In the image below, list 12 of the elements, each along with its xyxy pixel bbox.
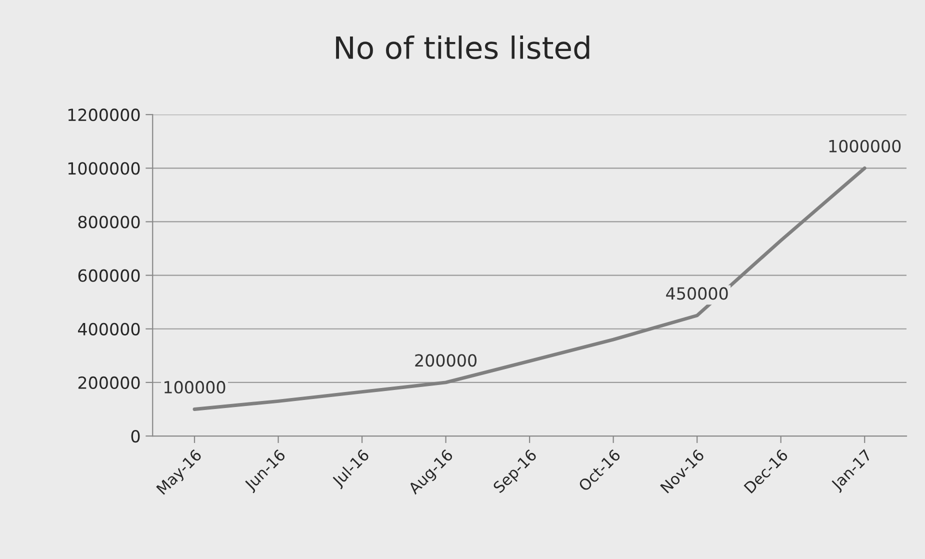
y-tick-label: 600000: [78, 269, 140, 282]
data-label: 1000000: [829, 140, 901, 152]
y-tick-label: 1200000: [68, 108, 140, 122]
y-tick-label: 0: [131, 430, 140, 443]
y-tick-label: 200000: [78, 376, 140, 390]
y-tick-label: 800000: [78, 216, 140, 228]
data-label: 450000: [666, 287, 728, 300]
chart-title: No of titles listed: [336, 36, 590, 60]
data-label: 100000: [164, 380, 226, 394]
data-label: 200000: [415, 354, 477, 367]
y-tick-label: 1000000: [68, 162, 140, 175]
y-tick-label: 400000: [78, 322, 140, 336]
